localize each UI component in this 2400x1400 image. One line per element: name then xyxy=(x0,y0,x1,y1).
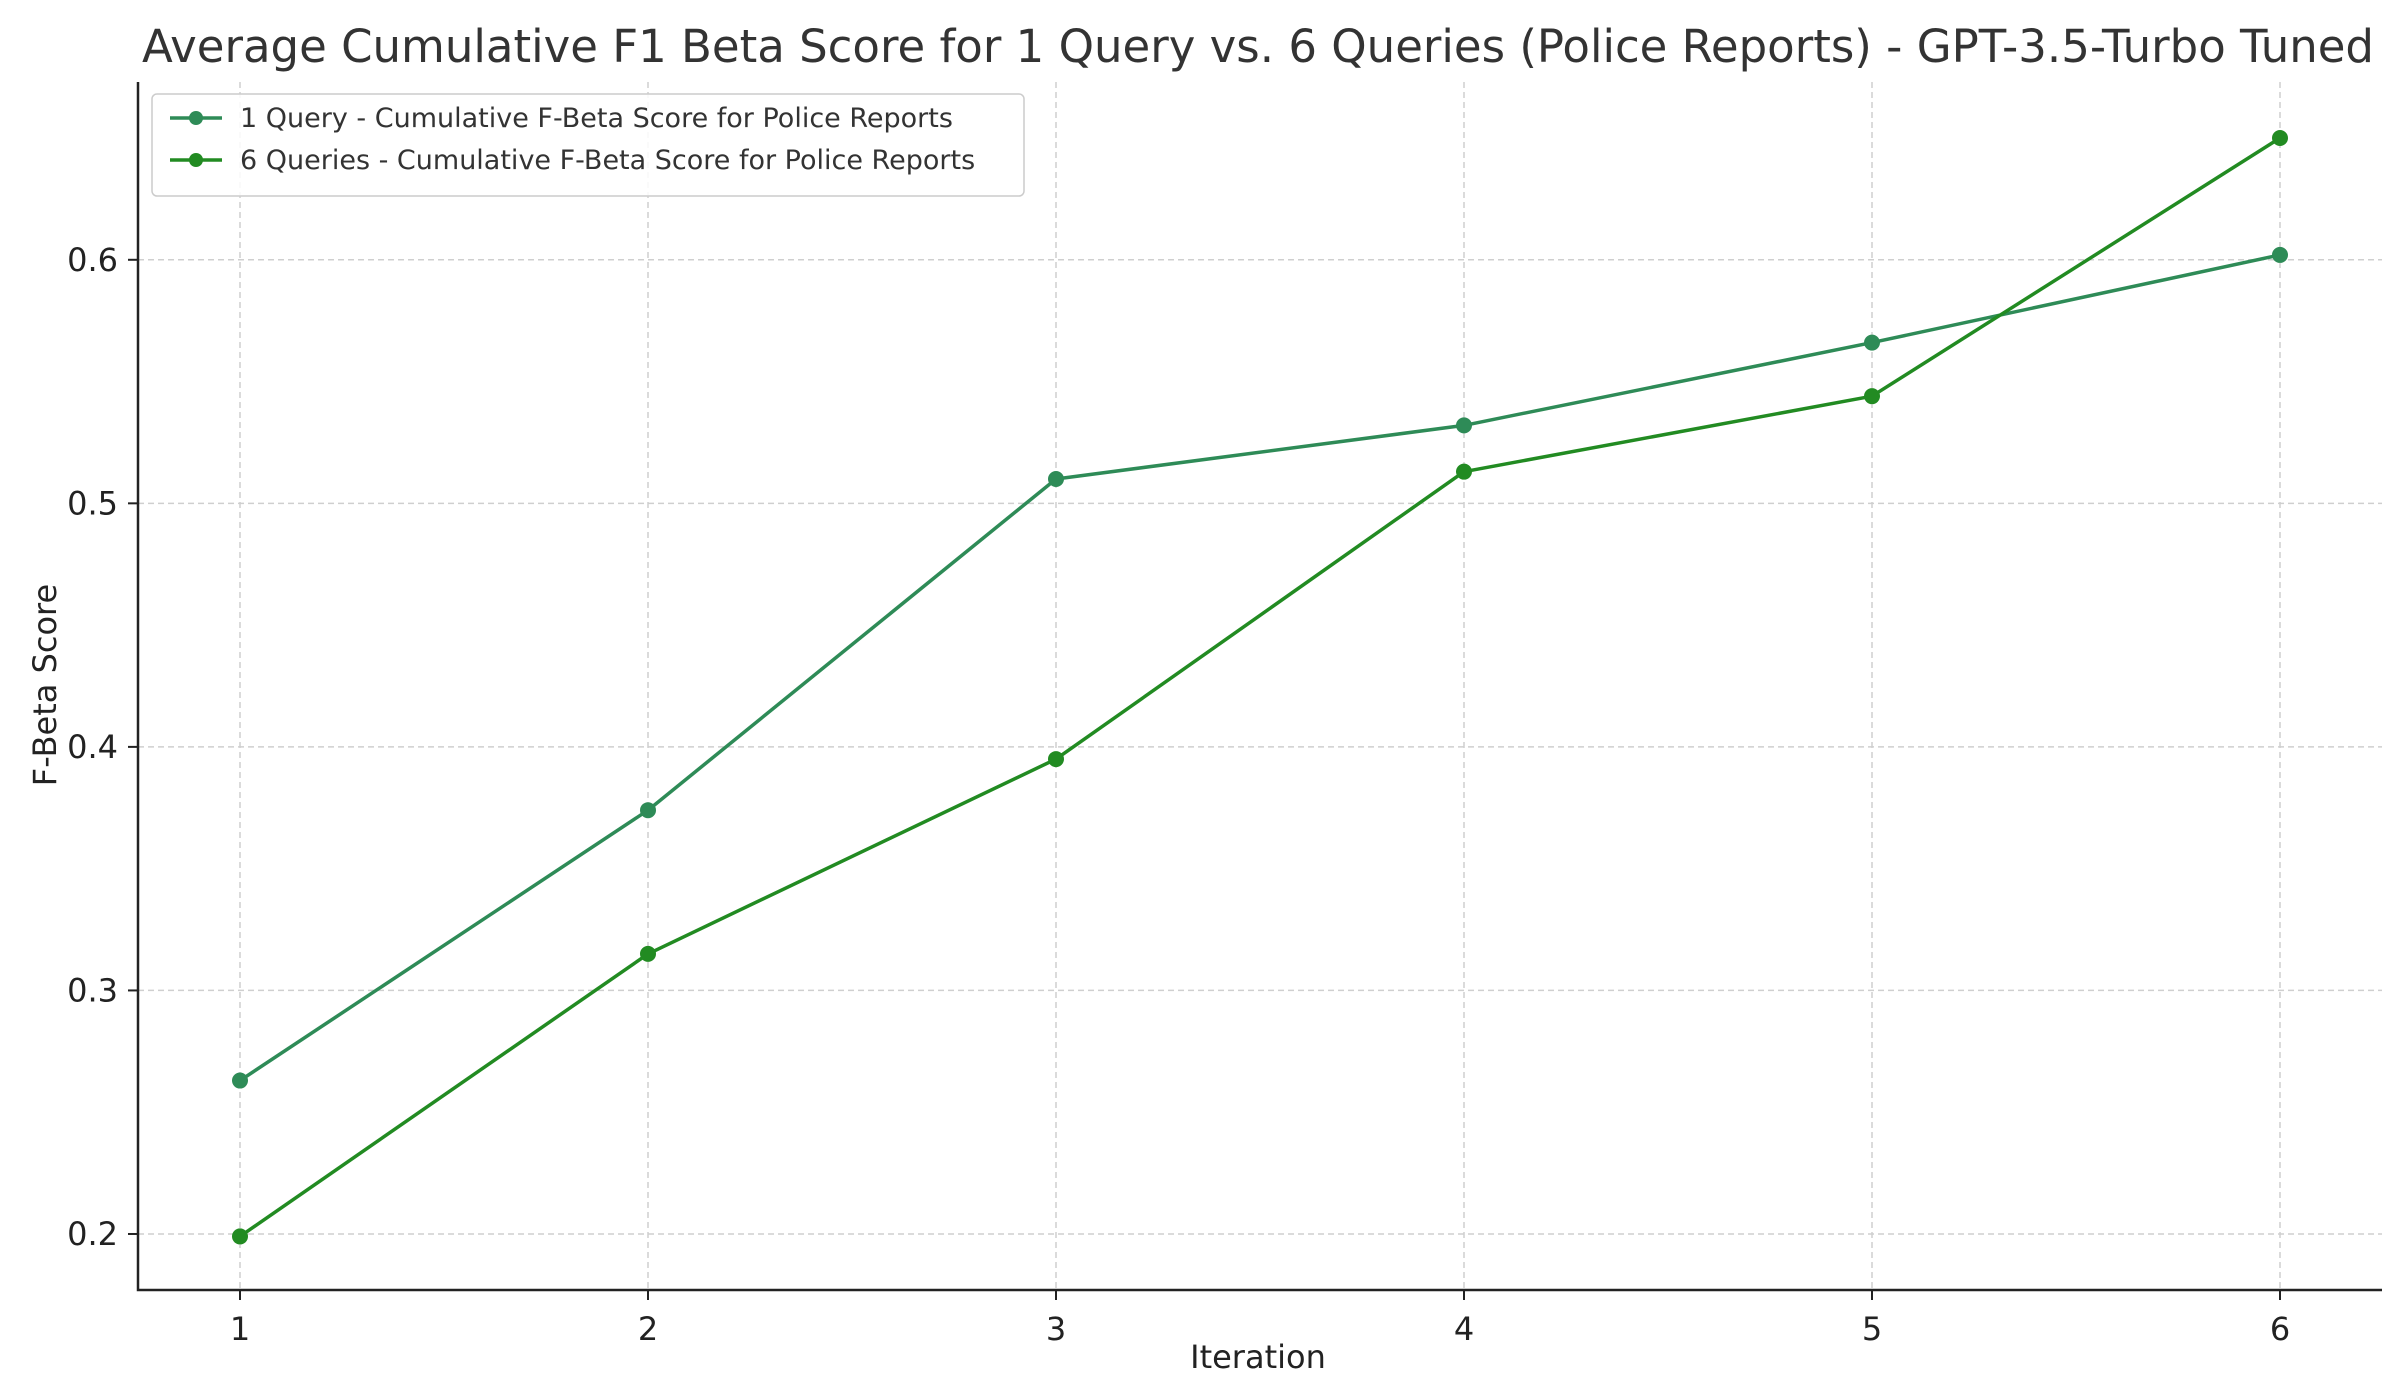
legend-item: 1 Query - Cumulative F-Beta Score for Po… xyxy=(170,103,953,134)
legend-label: 1 Query - Cumulative F-Beta Score for Po… xyxy=(240,103,953,134)
data-point xyxy=(232,1072,248,1089)
series-1 xyxy=(232,246,2288,1089)
data-point xyxy=(2272,130,2288,147)
x-tick-label: 1 xyxy=(230,1310,250,1348)
legend-marker xyxy=(189,153,203,167)
legend: 1 Query - Cumulative F-Beta Score for Po… xyxy=(151,93,1025,197)
series-line xyxy=(239,253,2281,1083)
data-point xyxy=(640,945,656,962)
x-tick-label: 6 xyxy=(2270,1310,2290,1348)
series-line xyxy=(239,136,2281,1238)
x-tick-label: 4 xyxy=(1454,1310,1474,1348)
data-point xyxy=(2272,246,2288,263)
data-point xyxy=(232,1228,248,1245)
y-tick-label: 0.4 xyxy=(67,728,118,766)
legend-marker xyxy=(189,111,203,125)
y-tick-label: 0.2 xyxy=(67,1215,118,1253)
x-tick-label: 5 xyxy=(1862,1310,1882,1348)
x-tick-label: 2 xyxy=(638,1310,658,1348)
legend-label: 6 Queries - Cumulative F-Beta Score for … xyxy=(240,145,975,176)
data-point xyxy=(1456,463,1472,480)
series-lines xyxy=(232,130,2288,1245)
grid-lines xyxy=(138,82,2382,1290)
axis-spines xyxy=(136,82,2382,1292)
y-tick-label: 0.6 xyxy=(67,241,118,279)
data-point xyxy=(1864,388,1880,405)
data-point xyxy=(1048,470,1064,487)
data-point xyxy=(1864,334,1880,351)
legend-item: 6 Queries - Cumulative F-Beta Score for … xyxy=(170,145,975,176)
x-axis-label: Iteration xyxy=(1190,1338,1326,1376)
series-2 xyxy=(232,130,2288,1245)
legend-box xyxy=(151,93,1025,197)
data-point xyxy=(1048,751,1064,768)
axes: 1 2 3 4 5 6 0.2 0.3 0.4 0.5 0.6 xyxy=(67,82,2382,1348)
chart-title: Average Cumulative F1 Beta Score for 1 Q… xyxy=(142,20,2374,73)
y-tick-label: 0.5 xyxy=(67,484,118,522)
data-point xyxy=(1456,417,1472,434)
y-axis-label: F-Beta Score xyxy=(26,584,64,786)
y-tick-label: 0.3 xyxy=(67,971,118,1009)
x-tick-label: 3 xyxy=(1046,1310,1066,1348)
data-point xyxy=(640,802,656,819)
